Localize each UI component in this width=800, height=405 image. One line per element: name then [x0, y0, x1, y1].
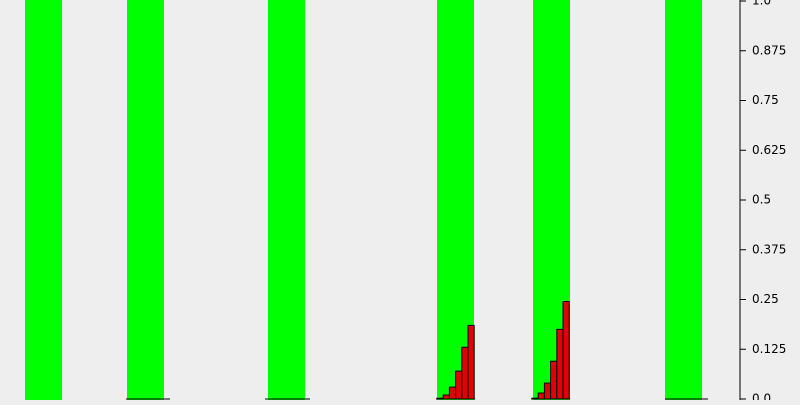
bar: [436, 397, 444, 400]
green-band-1: [25, 0, 62, 400]
bar: [461, 346, 469, 400]
green-band-3: [268, 0, 305, 400]
y-tick-label: 0.25: [752, 292, 779, 306]
bar: [531, 397, 539, 400]
y-tick-label: 0.375: [752, 242, 786, 256]
bar: [550, 360, 558, 400]
y-axis: 0.0 0.125 0.25 0.375 0.5 0.625 0.75 0.875 1.0: [739, 0, 786, 405]
y-tick-label: 0.875: [752, 43, 786, 57]
y-tick-label: 0.625: [752, 143, 786, 157]
bar: [556, 328, 564, 400]
y-tick-label: 0.0: [752, 392, 771, 401]
bar: [537, 392, 545, 400]
green-bands: [25, 0, 702, 400]
bar-group-1: [436, 324, 476, 400]
bar: [448, 386, 457, 400]
y-tick-label: 1.0: [752, 0, 771, 8]
bar-groups: [436, 300, 571, 400]
bar: [442, 394, 450, 400]
green-band-2: [127, 0, 164, 400]
y-tick-label: 0.125: [752, 342, 786, 356]
y-tick-label: 0.75: [752, 93, 779, 107]
bar: [467, 324, 475, 400]
green-band-6: [665, 0, 702, 400]
bar: [543, 382, 552, 400]
bar-group-2: [531, 300, 571, 400]
bar: [562, 300, 570, 400]
bar: [455, 370, 463, 400]
y-tick-label: 0.5: [752, 193, 771, 207]
